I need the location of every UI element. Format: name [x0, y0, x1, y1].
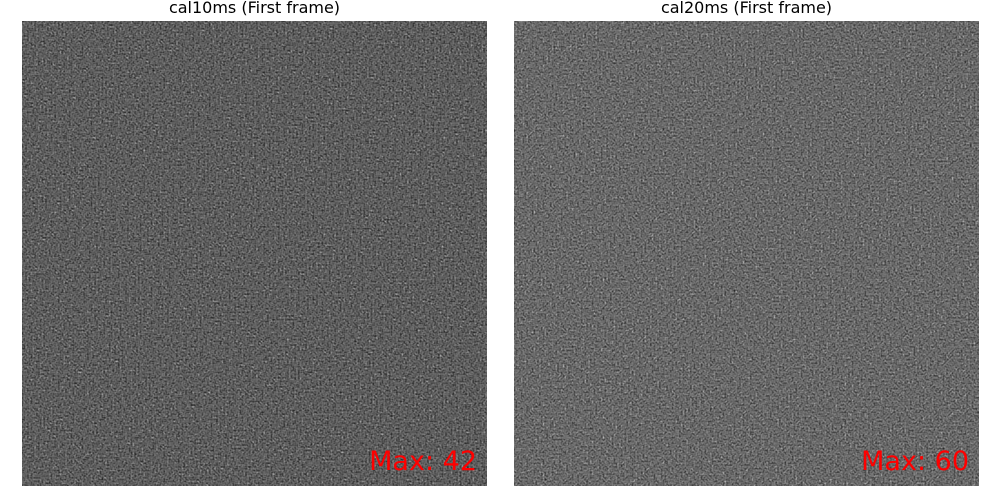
panel-cal10ms: cal10ms (First frame) — [22, 0, 487, 486]
panel-cal20ms: cal20ms (First frame) — [514, 0, 979, 486]
max-value-label: Max: 42 — [369, 446, 477, 477]
panel-title: cal20ms (First frame) — [660, 0, 833, 17]
speckle-image — [22, 21, 487, 486]
speckle-image-canvas — [22, 21, 487, 486]
speckle-image-canvas — [514, 21, 979, 486]
panel-title: cal10ms (First frame) — [168, 0, 341, 17]
max-value-label: Max: 60 — [861, 446, 969, 477]
speckle-image — [514, 21, 979, 486]
